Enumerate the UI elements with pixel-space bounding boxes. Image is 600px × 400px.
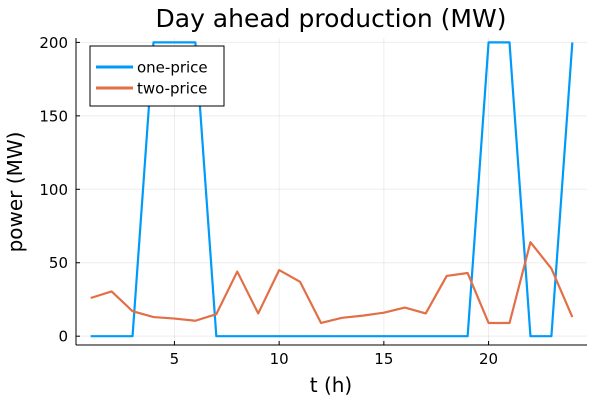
chart-title: Day ahead production (MW) xyxy=(156,4,507,33)
y-tick-label: 100 xyxy=(39,181,68,199)
y-axis-label: power (MW) xyxy=(3,132,27,253)
x-ticks: 5 10 15 20 xyxy=(170,341,498,368)
x-tick-label: 20 xyxy=(479,350,498,368)
x-tick-label: 15 xyxy=(374,350,393,368)
y-tick-label: 200 xyxy=(39,34,68,52)
x-tick-label: 10 xyxy=(270,350,289,368)
x-tick-label: 5 xyxy=(170,350,180,368)
y-tick-label: 150 xyxy=(39,107,68,125)
y-tick-label: 50 xyxy=(49,254,68,272)
legend-label-one-price: one-price xyxy=(137,59,208,77)
y-tick-label: 0 xyxy=(58,328,68,346)
y-ticks: 0 50 100 150 200 xyxy=(39,34,80,346)
legend-box xyxy=(89,45,225,107)
series-line-two-price xyxy=(90,241,574,325)
x-axis-label: t (h) xyxy=(310,373,352,397)
series-layer xyxy=(90,41,574,338)
legend-label-two-price: two-price xyxy=(137,80,207,98)
series-line-one-price xyxy=(90,41,574,338)
legend: one-price two-price xyxy=(89,45,225,107)
axes xyxy=(75,38,587,346)
